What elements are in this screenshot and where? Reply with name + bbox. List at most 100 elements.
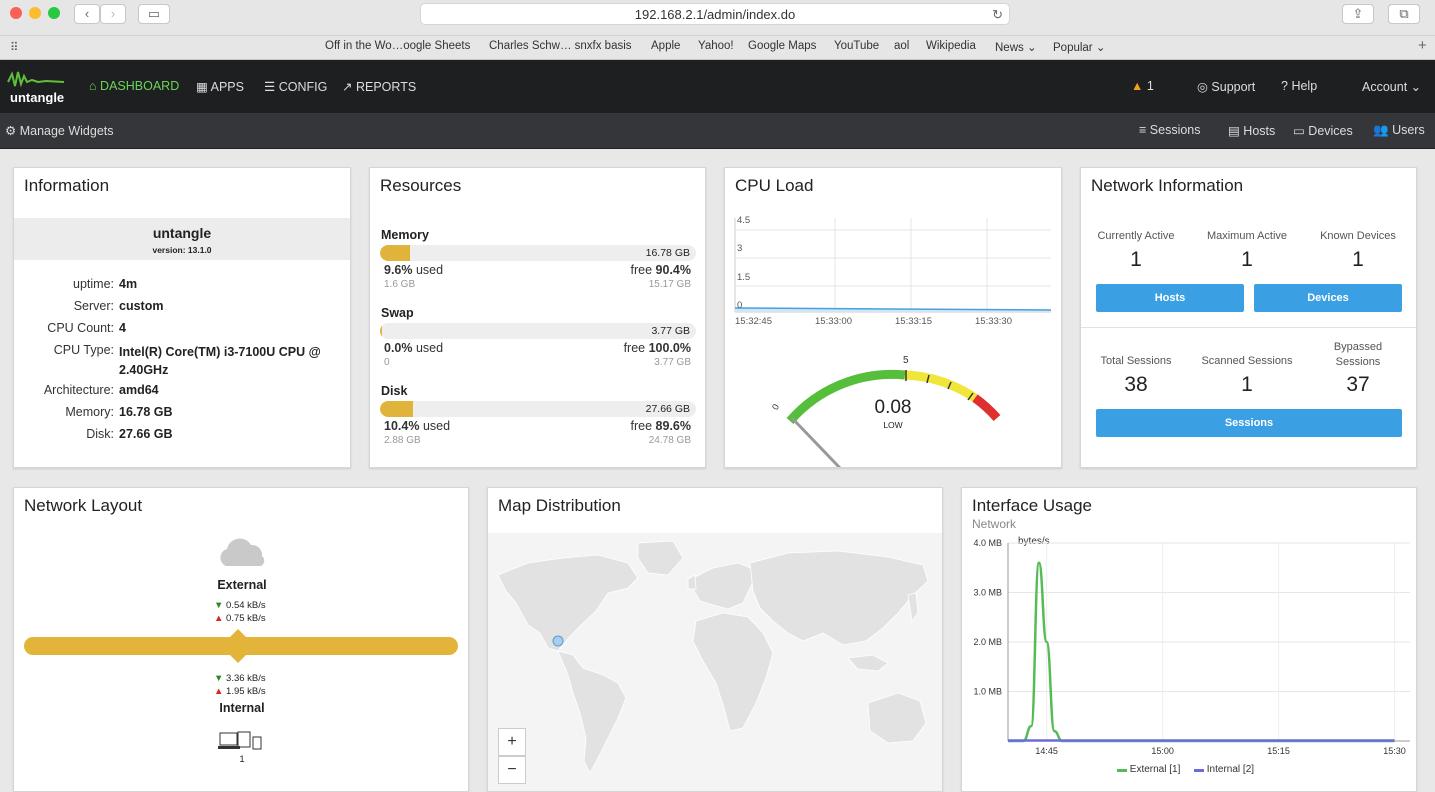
maximize-window-icon[interactable] bbox=[48, 7, 60, 19]
bookmark[interactable]: Apple bbox=[651, 40, 681, 52]
map-marker[interactable] bbox=[552, 635, 564, 647]
users-link[interactable]: 👥 Users bbox=[1373, 123, 1425, 138]
account-menu[interactable]: Account ⌄ bbox=[1362, 79, 1421, 94]
forward-button[interactable]: › bbox=[100, 4, 126, 24]
alerts-button[interactable]: ▲ 1 bbox=[1131, 79, 1154, 93]
y-tick-label: 3.0 MB bbox=[973, 588, 1002, 598]
info-value: 4m bbox=[119, 277, 138, 291]
scanned-sessions-label: Scanned Sessions bbox=[1201, 355, 1293, 367]
nav-apps-label: APPS bbox=[210, 80, 244, 94]
users-icon: 👥 bbox=[1373, 123, 1389, 137]
widget-subtitle: Network bbox=[972, 517, 1017, 531]
tabs-icon[interactable]: ⧉ bbox=[1388, 4, 1420, 24]
nav-dashboard-label: DASHBOARD bbox=[100, 79, 180, 93]
back-button[interactable]: ‹ bbox=[74, 4, 100, 24]
x-tick-label: 15:30 bbox=[1383, 746, 1406, 756]
server-version: version: 13.1.0 bbox=[152, 245, 212, 255]
bookmark[interactable]: Google Maps bbox=[748, 40, 817, 52]
widget-title: Map Distribution bbox=[498, 496, 621, 515]
nav-reports-label: REPORTS bbox=[355, 80, 417, 94]
legend-internal[interactable]: ▬ Internal [2] bbox=[1194, 764, 1254, 775]
info-label: CPU Count: bbox=[47, 321, 114, 335]
bookmark[interactable]: Wikipedia bbox=[926, 40, 976, 52]
bookmark[interactable]: Charles Schw… snxfx basis bbox=[489, 40, 632, 52]
ext-up-value: 0.75 kB/s bbox=[226, 613, 266, 624]
support-link[interactable]: ◎ Support bbox=[1197, 79, 1255, 94]
bar-total: 16.78 GB bbox=[645, 247, 690, 259]
devices-icon[interactable] bbox=[218, 730, 266, 752]
used-abs: 1.6 GB bbox=[384, 279, 416, 290]
free-abs: 3.77 GB bbox=[654, 357, 691, 368]
legend-swatch-internal: ▬ bbox=[1194, 764, 1204, 775]
int-up-value: 1.95 kB/s bbox=[226, 686, 266, 697]
sessions-link[interactable]: ≡ Sessions bbox=[1139, 123, 1201, 137]
free-label: free bbox=[630, 419, 653, 433]
devices-button[interactable]: Devices bbox=[1254, 284, 1402, 312]
known-devices-label: Known Devices bbox=[1320, 230, 1396, 242]
cpu-xtick: 15:33:00 bbox=[815, 316, 852, 327]
bookmark[interactable]: YouTube bbox=[834, 40, 880, 52]
resource-name: Swap bbox=[381, 306, 414, 320]
free-pct: 100.0% bbox=[648, 341, 691, 355]
resource-name: Disk bbox=[381, 384, 408, 398]
y-tick-label: 1.0 MB bbox=[973, 687, 1002, 697]
device-count: 1 bbox=[239, 754, 245, 765]
bookmark[interactable]: Off in the Wo…oogle Sheets bbox=[325, 40, 471, 52]
new-tab-icon[interactable]: + bbox=[1418, 37, 1427, 54]
hosts-button[interactable]: Hosts bbox=[1096, 284, 1244, 312]
widget-title: Interface Usage bbox=[972, 496, 1093, 515]
free-pct: 89.6% bbox=[655, 419, 691, 433]
warning-icon: ▲ bbox=[1131, 79, 1144, 93]
resources-widget: Resources Memory 16.78 GB 9.6% used free… bbox=[369, 167, 706, 468]
manage-widgets-button[interactable]: ⚙ Manage Widgets bbox=[5, 123, 114, 138]
nav-dashboard[interactable]: ⌂ DASHBOARD bbox=[89, 79, 179, 93]
gauge-label: LOW bbox=[883, 420, 903, 430]
minimize-window-icon[interactable] bbox=[29, 7, 41, 19]
app-navbar: untangle ⌂ DASHBOARD ▦ APPS ☰ CONFIG ↗ R… bbox=[0, 60, 1435, 113]
hosts-icon: ▤ bbox=[1228, 124, 1240, 138]
bookmark[interactable]: aol bbox=[894, 40, 910, 52]
bookmark[interactable]: Popular ⌄ bbox=[1053, 42, 1106, 54]
lifebuoy-icon: ◎ bbox=[1197, 80, 1208, 94]
currently-active-label: Currently Active bbox=[1097, 230, 1175, 242]
nav-config[interactable]: ☰ CONFIG bbox=[264, 79, 327, 94]
zoom-out-button[interactable]: − bbox=[498, 756, 526, 784]
share-icon[interactable]: ⇪ bbox=[1342, 4, 1374, 24]
used-abs: 2.88 GB bbox=[384, 435, 421, 446]
memory-bar: 16.78 GB bbox=[380, 245, 696, 261]
monitor-icon: ▭ bbox=[1293, 124, 1305, 138]
browser-toolbar: ‹ › ▭ 192.168.2.1/admin/index.do ↻ ⇪ ⧉ bbox=[0, 0, 1435, 36]
address-bar[interactable]: 192.168.2.1/admin/index.do ↻ bbox=[420, 3, 1010, 25]
bookmark[interactable]: Yahoo! bbox=[698, 40, 734, 52]
map-canvas[interactable] bbox=[488, 533, 942, 791]
arrow-down-icon: ▼ bbox=[214, 673, 224, 684]
reload-icon[interactable]: ↻ bbox=[992, 7, 1003, 22]
external-down-rate: ▼ 0.54 kB/s bbox=[214, 600, 266, 611]
help-link[interactable]: ? Help bbox=[1281, 79, 1317, 93]
close-window-icon[interactable] bbox=[10, 7, 22, 19]
grid-icon[interactable]: ⠿ bbox=[10, 42, 19, 54]
disk-bar: 27.66 GB bbox=[380, 401, 696, 417]
account-label: Account bbox=[1362, 80, 1408, 94]
nav-apps[interactable]: ▦ APPS bbox=[196, 79, 244, 94]
info-label: Server: bbox=[73, 299, 114, 313]
cloud-icon bbox=[220, 538, 265, 566]
hosts-label: Hosts bbox=[1243, 124, 1276, 138]
x-tick-label: 15:00 bbox=[1151, 746, 1174, 756]
zoom-in-button[interactable]: + bbox=[498, 728, 526, 756]
widget-title: Network Information bbox=[1091, 176, 1244, 195]
sessions-button[interactable]: Sessions bbox=[1096, 409, 1402, 437]
network-information-widget: Network Information Currently Active Max… bbox=[1080, 167, 1417, 468]
sidebar-toggle-icon[interactable]: ▭ bbox=[138, 4, 170, 24]
info-value: 27.66 GB bbox=[119, 427, 173, 441]
server-header: untangle version: 13.1.0 bbox=[14, 218, 350, 260]
info-label: uptime: bbox=[73, 277, 114, 291]
nav-reports[interactable]: ↗ REPORTS bbox=[342, 79, 416, 94]
bookmark[interactable]: News ⌄ bbox=[995, 42, 1037, 54]
widget-title: Network Layout bbox=[24, 496, 143, 515]
legend-external[interactable]: ▬ External [1] bbox=[1117, 764, 1180, 775]
devices-link[interactable]: ▭ Devices bbox=[1293, 123, 1353, 138]
hosts-link[interactable]: ▤ Hosts bbox=[1228, 123, 1275, 138]
sliders-icon: ☰ bbox=[264, 80, 276, 94]
free-pct: 90.4% bbox=[655, 263, 691, 277]
